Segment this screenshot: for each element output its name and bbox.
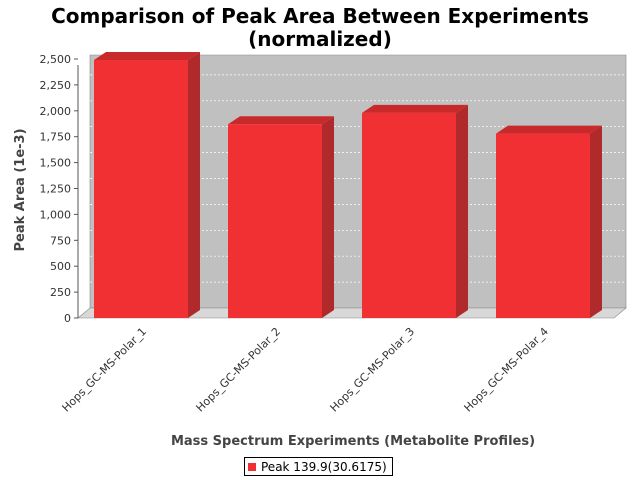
y-tick-label: 2,000 bbox=[40, 105, 72, 118]
y-tick-label: 500 bbox=[50, 260, 71, 273]
x-tick-label: Hops_GC-MS-Polar_3 bbox=[328, 325, 418, 415]
x-axis-title: Mass Spectrum Experiments (Metabolite Pr… bbox=[171, 434, 535, 449]
bar bbox=[496, 133, 590, 318]
bar-side bbox=[188, 52, 200, 318]
bar-side bbox=[590, 125, 602, 318]
chart-title-line2: (normalized) bbox=[248, 27, 392, 51]
legend: Peak 139.9(30.6175) bbox=[244, 457, 393, 476]
y-tick-label: 750 bbox=[50, 234, 71, 247]
legend-swatch bbox=[248, 462, 256, 471]
x-tick-label: Hops_GC-MS-Polar_2 bbox=[194, 325, 284, 415]
y-tick-label: 1,500 bbox=[40, 157, 72, 170]
chart-title-line1: Comparison of Peak Area Between Experime… bbox=[51, 4, 589, 28]
y-tick-label: 0 bbox=[64, 312, 71, 325]
bar-top bbox=[228, 116, 334, 125]
bar-top bbox=[496, 125, 602, 134]
y-tick-label: 1,750 bbox=[40, 131, 72, 144]
y-tick-label: 2,500 bbox=[40, 53, 72, 66]
y-tick-label: 250 bbox=[50, 286, 71, 299]
y-tick-label: 2,250 bbox=[40, 79, 72, 92]
y-tick-label: 1,250 bbox=[40, 183, 72, 196]
x-tick-label: Hops_GC-MS-Polar_4 bbox=[462, 325, 552, 415]
bar-top bbox=[94, 52, 200, 61]
bar bbox=[94, 60, 188, 318]
bar bbox=[362, 112, 456, 318]
bar bbox=[228, 124, 322, 318]
legend-label: Peak 139.9(30.6175) bbox=[261, 459, 387, 474]
y-tick-label: 1,000 bbox=[40, 208, 72, 221]
bar-top bbox=[362, 104, 468, 113]
y-axis-title: Peak Area (1e-3) bbox=[13, 128, 28, 251]
bar-side bbox=[456, 104, 468, 318]
bar-side bbox=[322, 116, 334, 318]
x-tick-label: Hops_GC-MS-Polar_1 bbox=[60, 325, 150, 415]
